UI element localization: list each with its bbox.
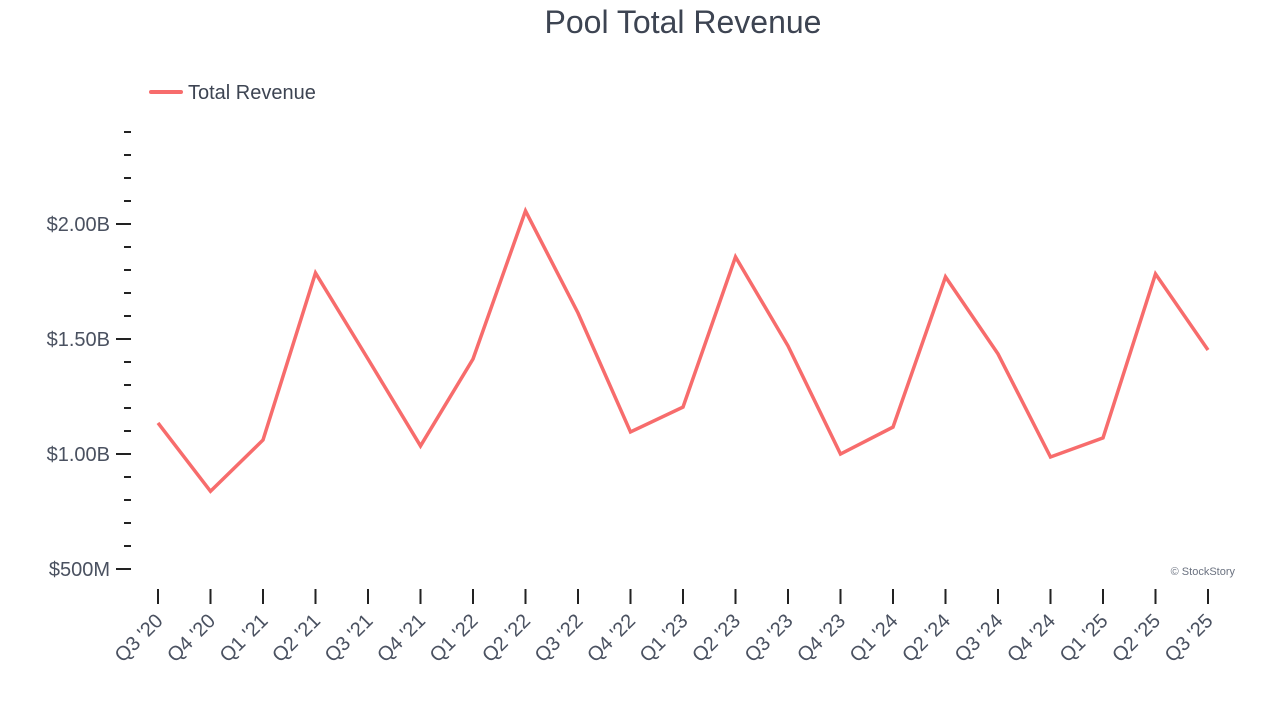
x-tick-label: Q1 '24 bbox=[846, 610, 903, 667]
x-tick-label: Q4 '22 bbox=[583, 610, 640, 667]
x-tick-label: Q4 '23 bbox=[793, 610, 850, 667]
x-tick-label: Q1 '25 bbox=[1056, 610, 1113, 667]
x-tick-label: Q2 '25 bbox=[1108, 610, 1165, 667]
x-tick-label: Q2 '21 bbox=[268, 610, 325, 667]
series-total-revenue bbox=[156, 206, 1210, 494]
y-tick-label: $500M bbox=[49, 559, 110, 581]
x-tick-label: Q3 '21 bbox=[321, 610, 378, 667]
series-line bbox=[156, 206, 1210, 494]
x-tick-label: Q2 '22 bbox=[478, 610, 535, 667]
x-tick-label: Q1 '22 bbox=[426, 610, 483, 667]
legend: Total Revenue bbox=[149, 82, 316, 104]
legend-label: Total Revenue bbox=[188, 82, 316, 104]
x-tick-label: Q1 '23 bbox=[636, 610, 693, 667]
x-tick-label: Q4 '24 bbox=[1003, 610, 1060, 667]
x-tick-label: Q3 '22 bbox=[531, 610, 588, 667]
watermark: © StockStory bbox=[1171, 566, 1236, 578]
x-tick-label: Q4 '20 bbox=[163, 610, 220, 667]
x-tick-label: Q1 '21 bbox=[216, 610, 273, 667]
y-axis: $500M $1.00B $1.50B $2.00B bbox=[47, 131, 131, 581]
x-tick-label: Q3 '25 bbox=[1161, 610, 1218, 667]
x-tick-label: Q3 '24 bbox=[951, 610, 1008, 667]
x-tick-label: Q3 '20 bbox=[111, 610, 168, 667]
y-tick-label: $1.00B bbox=[47, 444, 110, 466]
y-tick-label: $1.50B bbox=[47, 329, 110, 351]
x-tick-label: Q3 '23 bbox=[741, 610, 798, 667]
x-tick-label: Q2 '23 bbox=[688, 610, 745, 667]
x-tick-label: Q4 '21 bbox=[373, 610, 430, 667]
x-tick-label: Q2 '24 bbox=[898, 610, 955, 667]
chart-title: Pool Total Revenue bbox=[545, 4, 822, 40]
y-tick-label: $2.00B bbox=[47, 214, 110, 236]
